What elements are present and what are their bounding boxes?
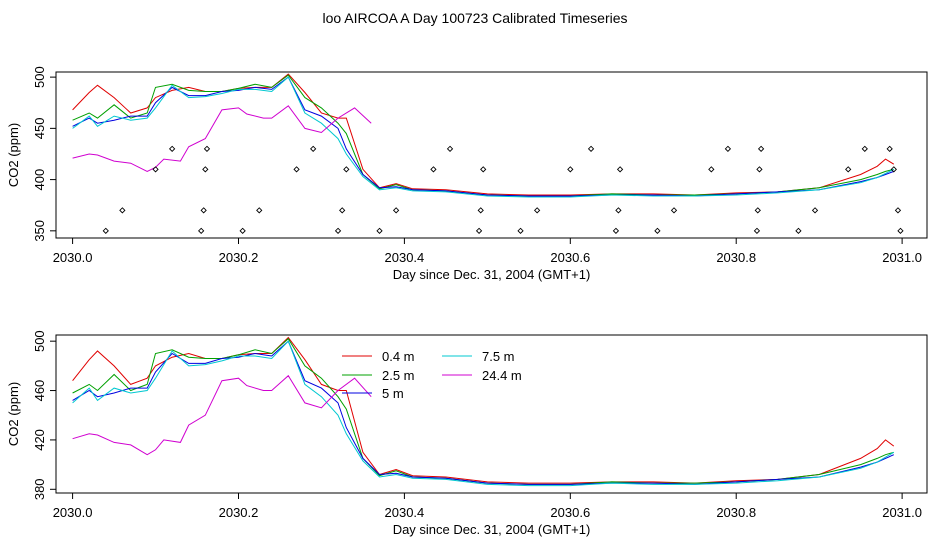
data-point-marker [795,227,802,234]
data-point-marker [376,227,383,234]
legend-label: 7.5 m [482,349,515,364]
legend-label: 5 m [382,386,404,401]
data-point-marker [612,227,620,234]
y-axis-label: CO2 (ppm) [6,123,21,187]
data-point-marker [198,227,205,234]
data-point-marker [343,166,350,173]
data-point-marker [654,227,661,234]
data-point-marker [119,207,126,214]
y-tick-label: 420 [32,429,47,451]
series-line-7-5-m [72,76,895,198]
data-point-marker [567,166,574,173]
x-tick-label: 2030.6 [550,505,590,520]
series-line-0-4-m [72,73,895,196]
y-tick-label: 460 [32,380,47,402]
data-point-marker [168,145,176,152]
x-axis-label: Day since Dec. 31, 2004 (GMT+1) [393,267,591,282]
data-point-marker [845,166,852,173]
series-line-5-m [72,76,894,197]
x-tick-label: 2030.2 [219,505,259,520]
data-point-marker [392,207,400,214]
legend: 0.4 m 2.5 m 5 m 7.5 m 24.4 m [342,349,522,401]
series-line-0-4-m [72,336,895,484]
y-axis-label: CO2 (ppm) [6,382,21,446]
legend-label: 2.5 m [382,368,415,383]
data-point-marker [203,145,211,152]
data-point-marker [861,145,868,152]
page-title: loo AIRCOA A Day 100723 Calibrated Times… [322,10,628,26]
x-tick-label: 2031.0 [882,505,922,520]
plot-frame [55,71,928,239]
data-point-marker [886,145,893,152]
x-tick-label: 2030.0 [53,250,93,265]
data-point-marker [754,207,761,214]
series-line-5-m [72,340,895,485]
data-point-marker [334,227,342,234]
y-tick-label: 350 [32,220,47,242]
x-tick-label: 2030.8 [716,505,756,520]
data-point-marker [533,207,541,214]
x-tick-label: 2030.4 [385,250,425,265]
data-point-marker [811,207,819,214]
data-point-marker [480,166,487,173]
data-point-marker [708,166,715,173]
data-point-marker [475,227,483,234]
data-point-marker [670,207,678,214]
x-tick-label: 2030.4 [385,505,425,520]
x-tick-label: 2031.0 [882,250,922,265]
data-point-marker [446,145,454,152]
y-tick-label: 400 [32,169,47,191]
data-point-marker [239,227,246,234]
x-tick-label: 2030.2 [219,250,259,265]
data-point-marker [616,166,624,173]
data-point-marker [293,166,300,173]
data-point-marker [200,207,207,214]
data-point-marker [339,207,346,214]
data-point-marker [753,227,761,234]
y-tick-label: 450 [32,118,47,140]
data-point-marker [430,166,437,173]
chart-panel-2: 2030.0 2030.2 2030.4 2030.6 2030.8 2031.0 380 4… [6,330,928,537]
series-line-24-4-m [72,374,372,456]
data-point-marker [757,145,765,152]
y-tick-label: 500 [32,66,47,88]
data-point-marker [152,166,159,173]
series-line-2-5-m [72,74,894,197]
y-tick-label: 500 [32,330,47,352]
x-tick-label: 2030.8 [716,250,756,265]
data-point-marker [587,145,595,152]
data-point-marker [894,207,902,214]
data-point-marker [615,207,622,214]
series-line-7-5-m [72,340,895,487]
data-point-marker [897,227,904,234]
chart-panel-1: 2030.0 2030.2 2030.4 2030.6 2030.8 2031.0 350 4… [6,66,928,282]
data-point-marker [756,166,763,173]
data-point-marker [102,227,109,234]
data-point-marker [890,166,897,173]
x-tick-label: 2030.0 [53,505,93,520]
data-point-marker [477,207,484,214]
data-point-marker [202,166,209,173]
legend-label: 24.4 m [482,368,522,383]
plot-frame [55,334,928,494]
data-point-marker [517,227,524,234]
y-tick-label: 380 [32,478,47,500]
series-line-24-4-m [72,105,372,172]
data-point-marker [256,207,263,214]
data-point-marker [310,145,317,152]
legend-label: 0.4 m [382,349,415,364]
x-tick-label: 2030.6 [550,250,590,265]
data-point-marker [724,145,732,152]
x-axis-label: Day since Dec. 31, 2004 (GMT+1) [393,522,591,537]
